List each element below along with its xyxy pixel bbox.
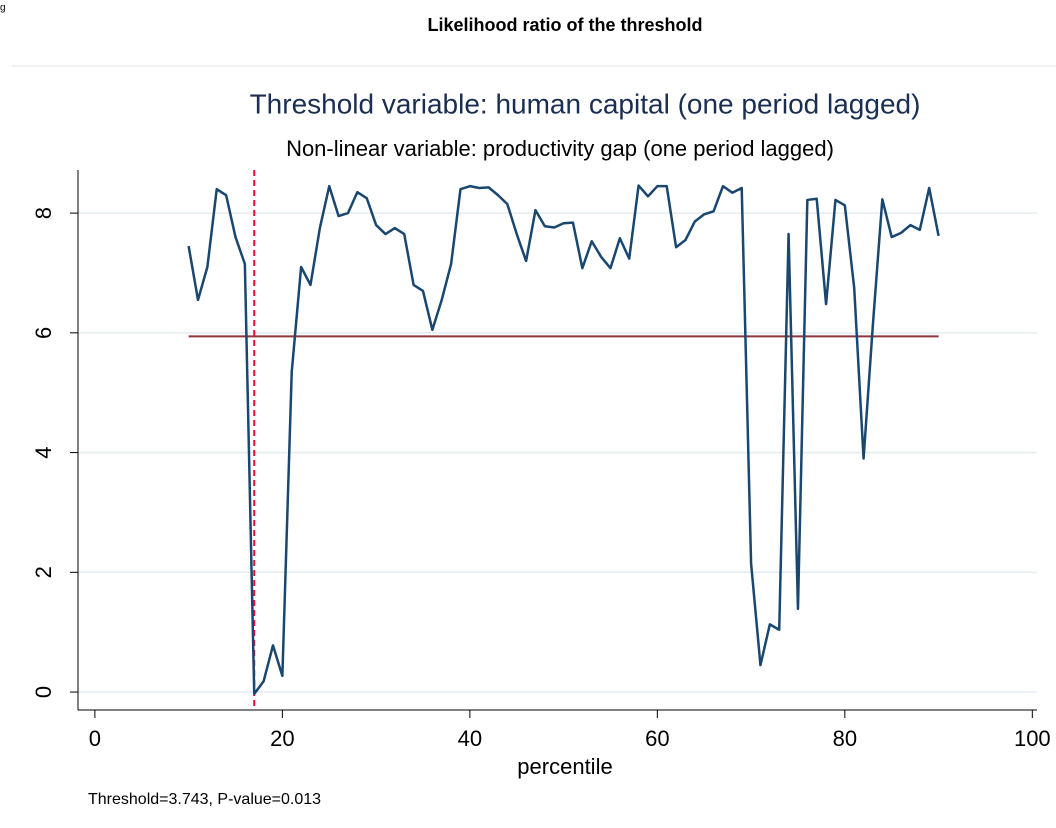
header-title: Likelihood ratio of the threshold [427,15,702,35]
x-tick-label: 20 [270,726,294,751]
y-tick-label: 2 [31,566,56,578]
y-tick-label: 6 [31,327,56,339]
x-tick-label: 60 [645,726,669,751]
x-tick-label: 0 [89,726,101,751]
x-tick-label: 100 [1014,726,1051,751]
chart-title: Threshold variable: human capital (one p… [250,88,921,119]
note: Threshold=3.743, P-value=0.013 [88,791,321,808]
x-axis-label: percentile [517,754,612,779]
data-line [187,184,940,696]
y-tick-label: 8 [31,207,56,219]
x-tick-label: 80 [833,726,857,751]
y-tick-label: 4 [31,446,56,458]
y-tick-label: 0 [31,686,56,698]
corner-label: g [0,3,6,14]
x-tick-label: 40 [458,726,482,751]
chart-subtitle: Non-linear variable: productivity gap (o… [286,136,834,161]
